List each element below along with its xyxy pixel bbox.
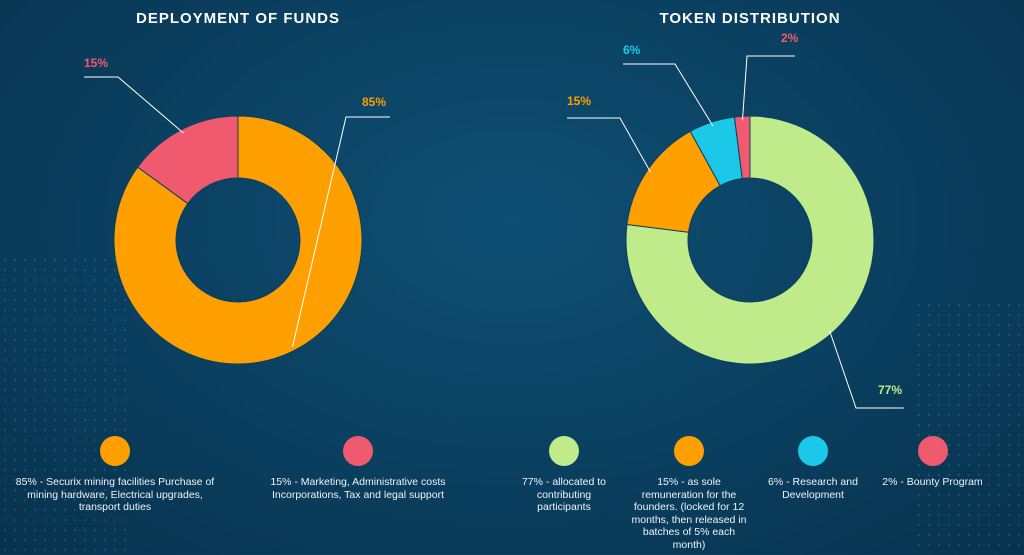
leader-line [291, 116, 390, 348]
chart-title-deployment: DEPLOYMENT OF FUNDS [135, 10, 340, 27]
data-label: 15% [84, 56, 108, 70]
leader-line [828, 329, 904, 409]
chart-title-token-distribution: TOKEN DISTRIBUTION [659, 10, 841, 27]
donut-slice-2 [733, 115, 751, 180]
legend-swatch [798, 436, 828, 466]
legend-item-mining: 85% - Securix mining facilities Purchase… [15, 436, 215, 514]
legend-swatch [100, 436, 130, 466]
legend-swatch [343, 436, 373, 466]
donut-deployment: 85% 15% [84, 56, 390, 365]
legend-text: 6% - Research and Development [768, 476, 858, 501]
leader-line [623, 63, 714, 127]
legend-text: 2% - Bounty Program [882, 476, 983, 488]
decorative-dot-pattern-left [0, 255, 130, 555]
legend-swatch [674, 436, 704, 466]
donut-token-distribution: 77% 15% 6% 2% [567, 31, 904, 409]
decorative-dot-pattern-right [914, 300, 1024, 550]
leader-line [741, 55, 795, 121]
legend-text: 15% - as sole remuneration for the found… [631, 476, 747, 551]
leader-line [567, 117, 652, 173]
legend-text: 77% - allocated to contributing particip… [521, 476, 607, 513]
legend-item-marketing: 15% - Marketing, Administrative costs In… [258, 436, 458, 501]
legend-item-bounty: 2% - Bounty Program [870, 436, 995, 489]
data-label: 2% [781, 31, 799, 45]
legend-item-research: 6% - Research and Development [758, 436, 868, 501]
leader-line [84, 76, 184, 134]
legend-item-contributors: 77% - allocated to contributing particip… [519, 436, 609, 514]
legend-item-founders: 15% - as sole remuneration for the found… [630, 436, 748, 551]
data-label: 85% [362, 95, 386, 109]
legend-swatch [549, 436, 579, 466]
data-label: 15% [567, 94, 591, 108]
legend-text: 85% - Securix mining facilities Purchase… [15, 476, 215, 513]
donut-slice-15 [136, 115, 239, 205]
data-label: 77% [878, 383, 902, 397]
legend-swatch [917, 436, 948, 466]
donut-slice-77 [625, 115, 875, 365]
donut-slice-85 [113, 115, 363, 365]
legend-text: 15% - Marketing, Administrative costs In… [270, 476, 446, 501]
data-label: 6% [623, 43, 641, 57]
